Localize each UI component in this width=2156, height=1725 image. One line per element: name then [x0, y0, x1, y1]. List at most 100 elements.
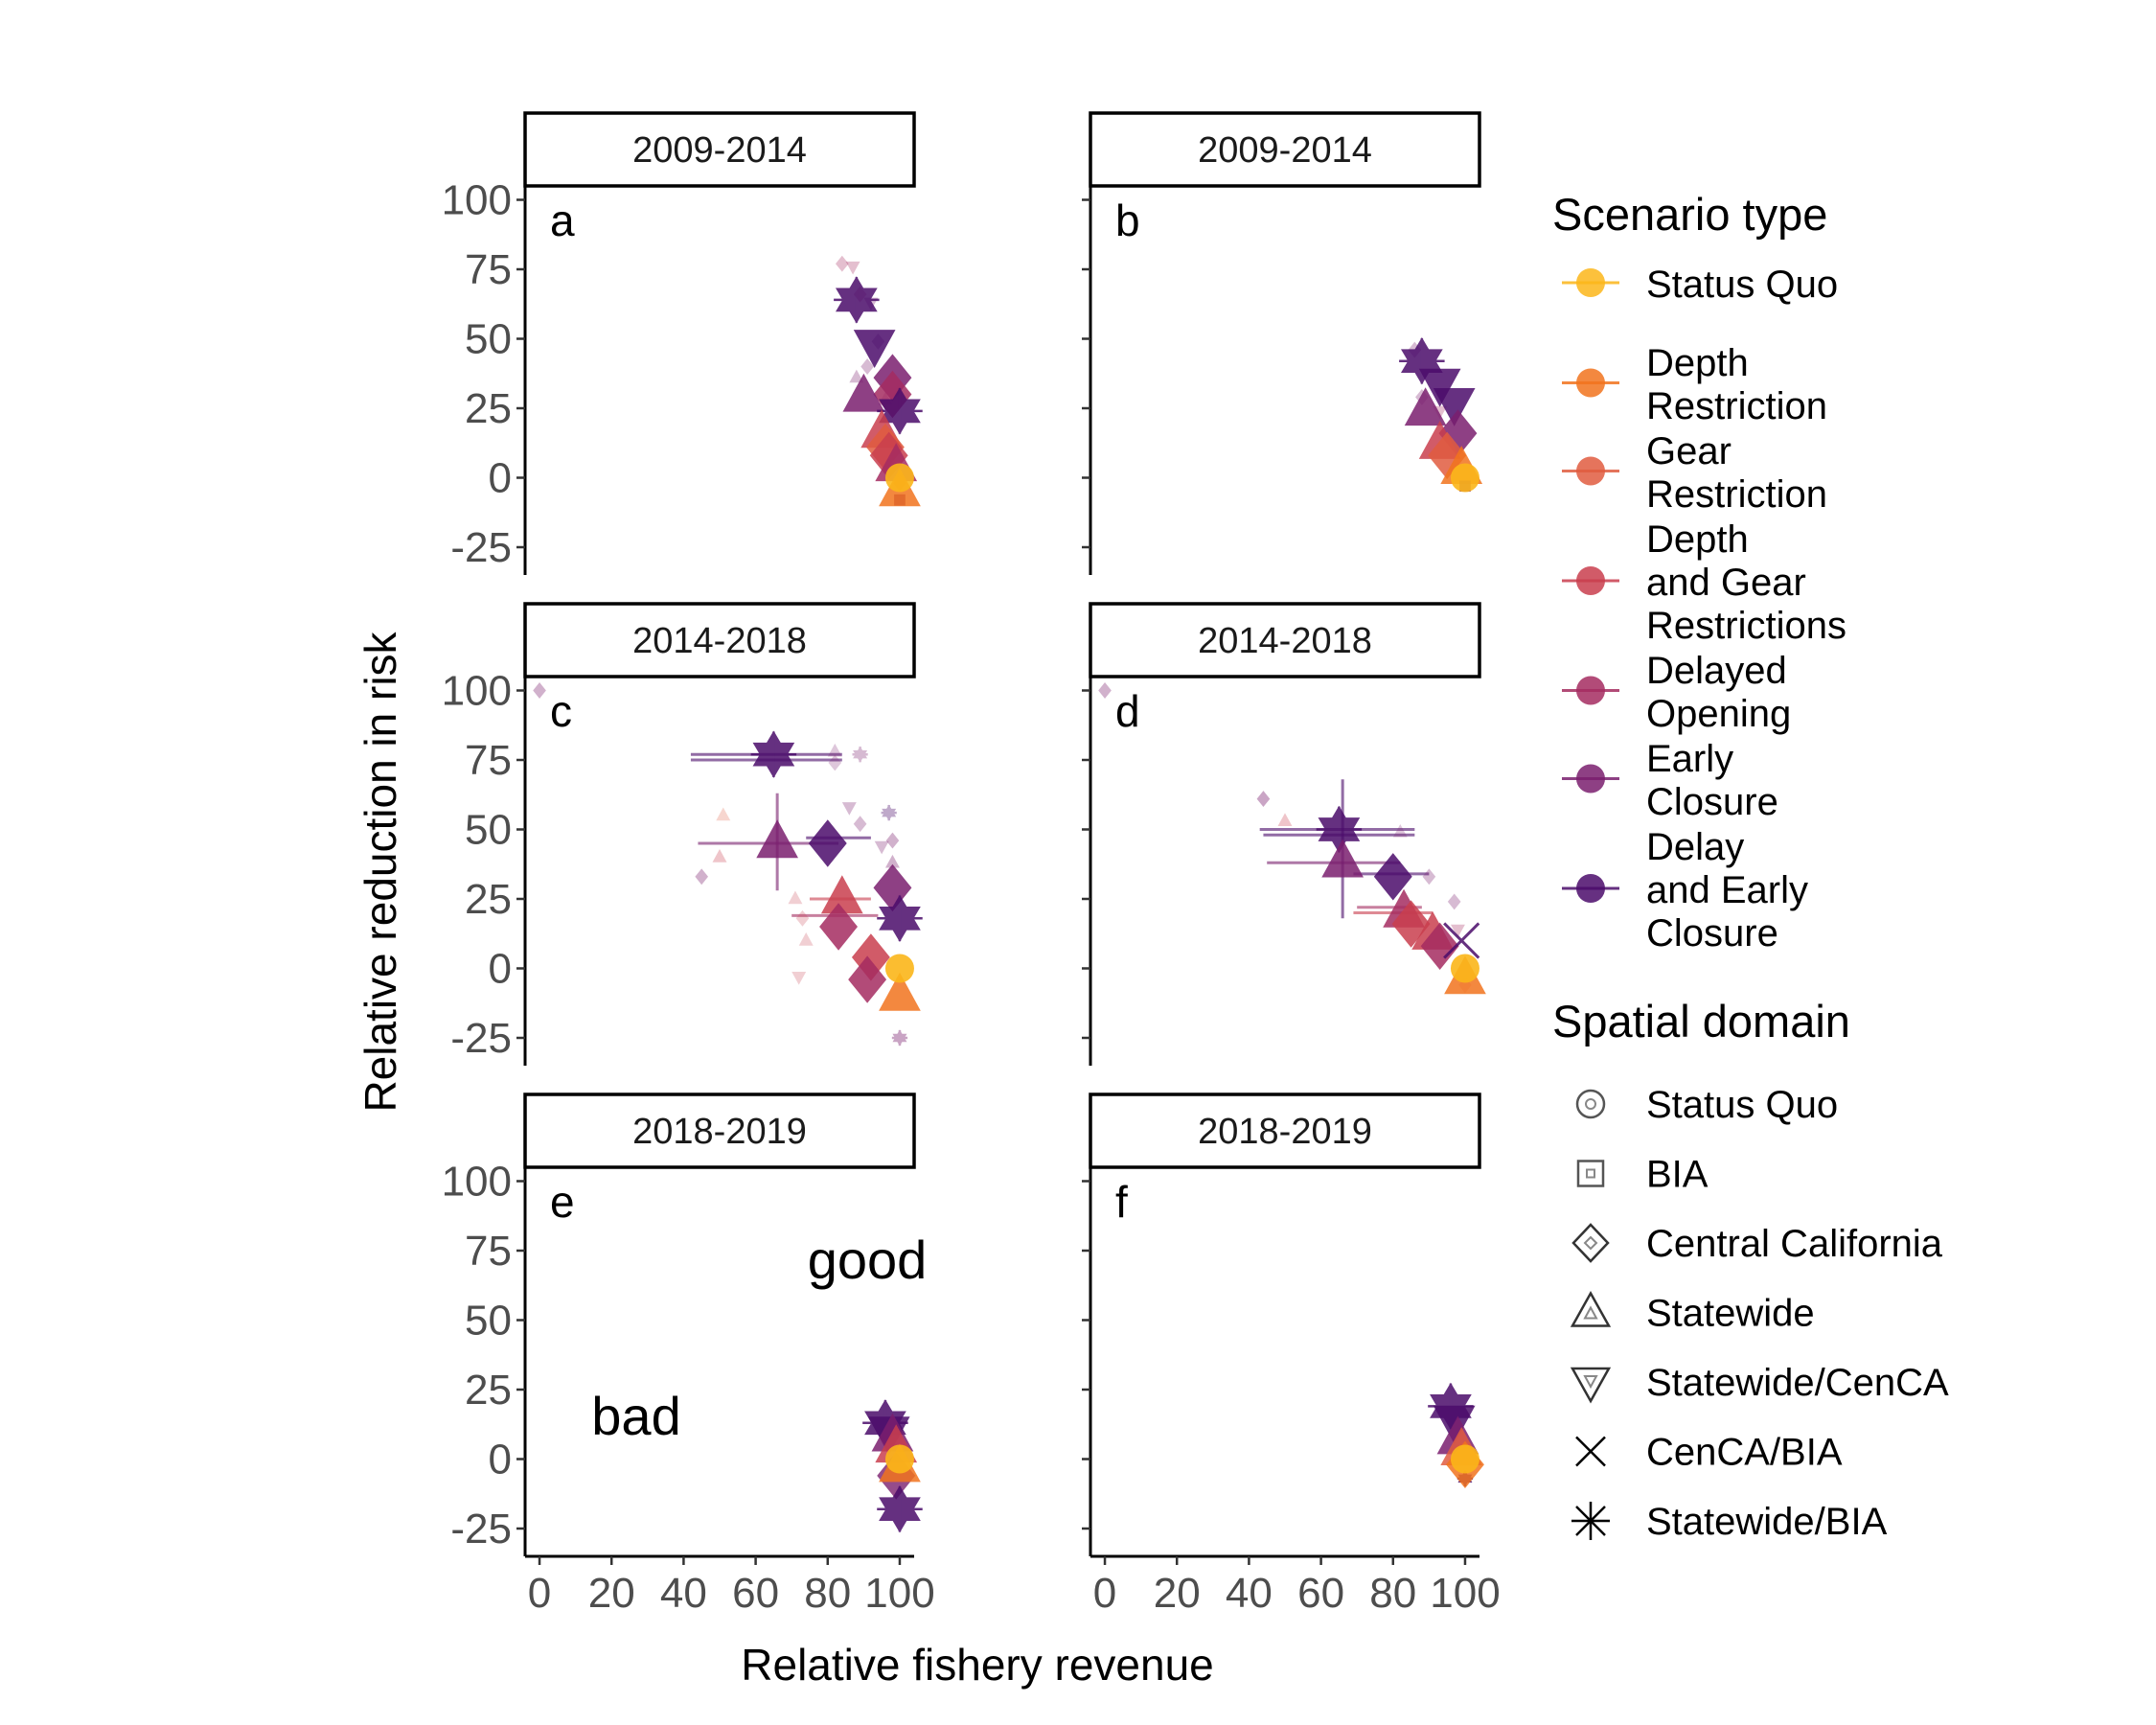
data-point — [820, 875, 863, 914]
panel-tag: a — [550, 196, 575, 245]
y-tick-label: 75 — [465, 246, 512, 293]
x-tick-label: 40 — [660, 1570, 707, 1617]
legend-scenario-label: Closure — [1646, 781, 1778, 823]
panel-tag: d — [1115, 686, 1140, 736]
x-tick-label: 80 — [1369, 1570, 1416, 1617]
y-tick-label: 100 — [442, 668, 512, 715]
data-point — [1392, 823, 1408, 838]
data-point — [873, 863, 912, 912]
x-tick-label: 60 — [1297, 1570, 1344, 1617]
panel-tag: c — [550, 686, 572, 736]
legend-scenario-label: Status Quo — [1646, 264, 1838, 306]
legend-scenario-label: and Gear — [1646, 562, 1806, 604]
legend-scenario-label: Restriction — [1646, 385, 1827, 427]
y-tick-label: 50 — [465, 1298, 512, 1345]
legend-scenario-label: Depth — [1646, 342, 1749, 384]
data-point — [750, 730, 797, 778]
legend-spatial-label: Status Quo — [1646, 1084, 1838, 1126]
legend: Scenario type Spatial domain Status Quo D… — [1552, 189, 1949, 1543]
x-tick-label: 60 — [732, 1570, 779, 1617]
legend-spatial-title: Spatial domain — [1552, 996, 1850, 1046]
panel-strip — [523, 1092, 916, 1169]
panel-b: 2009-2014 b — [1082, 111, 1483, 575]
legend-key-dot — [1576, 764, 1605, 794]
x-tick-label: 100 — [864, 1570, 934, 1617]
x-tick-label: 0 — [528, 1570, 551, 1617]
legend-key-dot — [1576, 874, 1605, 903]
legend-spatial-item: Status Quo — [1575, 1084, 1838, 1126]
data-point — [1399, 337, 1445, 385]
legend-spatial-label: BIA — [1646, 1154, 1709, 1196]
panel-strip-label: 2014-2018 — [632, 621, 807, 661]
y-tick-label: -25 — [450, 524, 512, 571]
legend-key-dot — [1576, 268, 1605, 297]
data-point — [884, 954, 914, 983]
legend-scenario-label: Gear — [1646, 430, 1732, 472]
legend-scenario-item: Status Quo — [1562, 264, 1838, 306]
x-tick-label: 20 — [588, 1570, 635, 1617]
data-point — [798, 932, 814, 946]
data-point — [877, 1485, 923, 1533]
data-point — [827, 743, 842, 757]
data-point — [849, 369, 864, 383]
data-point — [1450, 1444, 1479, 1474]
y-tick-label: -25 — [450, 1506, 512, 1552]
legend-spatial-label: Central California — [1646, 1223, 1943, 1265]
data-point — [695, 868, 709, 886]
legend-spatial-item: Central California — [1571, 1223, 1943, 1265]
y-tick-label: 75 — [465, 737, 512, 784]
data-point — [879, 972, 921, 1011]
y-tick-label: 75 — [465, 1228, 512, 1275]
y-tick-label: 100 — [442, 1159, 512, 1206]
panel-strip-label: 2018-2019 — [1198, 1112, 1372, 1152]
data-point — [1277, 813, 1293, 826]
data-point — [1098, 682, 1112, 699]
y-tick-label: 50 — [465, 807, 512, 854]
panel-a: 2009-2014 100 75 50 25 0 -25 a — [442, 111, 923, 575]
data-point — [1404, 387, 1447, 426]
y-tick-label: 25 — [465, 1367, 512, 1414]
data-point — [1443, 922, 1480, 959]
legend-scenario-label: Delay — [1646, 826, 1744, 868]
data-point — [851, 933, 890, 981]
legend-spatial-label: Statewide/BIA — [1646, 1501, 1888, 1543]
data-point — [853, 330, 896, 368]
data-point — [1450, 924, 1465, 938]
legend-spatial-item: BIA — [1576, 1154, 1709, 1196]
data-point — [1373, 853, 1412, 901]
data-point — [1428, 431, 1467, 479]
x-axis-title: Relative fishery revenue — [741, 1640, 1213, 1690]
y-tick-label: 25 — [465, 876, 512, 923]
legend-spatial-label: Statewide/CenCA — [1646, 1362, 1949, 1404]
panel-tag: b — [1115, 196, 1140, 245]
data-point — [884, 854, 900, 868]
panel-strip — [1089, 602, 1481, 678]
data-point — [1316, 805, 1363, 854]
panel-strip — [523, 111, 916, 188]
annotation-good: good — [808, 1230, 928, 1290]
panel-strip-label: 2009-2014 — [1198, 130, 1372, 171]
panel-strip — [1089, 111, 1481, 188]
x-tick-label: 0 — [1093, 1570, 1116, 1617]
data-point — [877, 894, 923, 942]
data-point — [791, 972, 807, 985]
legend-scenario-label: Restrictions — [1646, 605, 1846, 647]
x-tick-label: 40 — [1226, 1570, 1273, 1617]
legend-square-icon — [1576, 1160, 1605, 1187]
legend-spatial-item: Statewide — [1570, 1290, 1815, 1335]
data-point — [716, 807, 731, 821]
data-point — [841, 802, 857, 816]
data-point — [853, 816, 867, 833]
data-point — [788, 890, 803, 905]
x-tick-label: 20 — [1154, 1570, 1201, 1617]
legend-triangle-down-icon — [1570, 1367, 1612, 1404]
data-point — [1438, 409, 1478, 457]
legend-scenario-label: Restriction — [1646, 473, 1827, 516]
legend-scenario-label: Opening — [1646, 693, 1791, 735]
